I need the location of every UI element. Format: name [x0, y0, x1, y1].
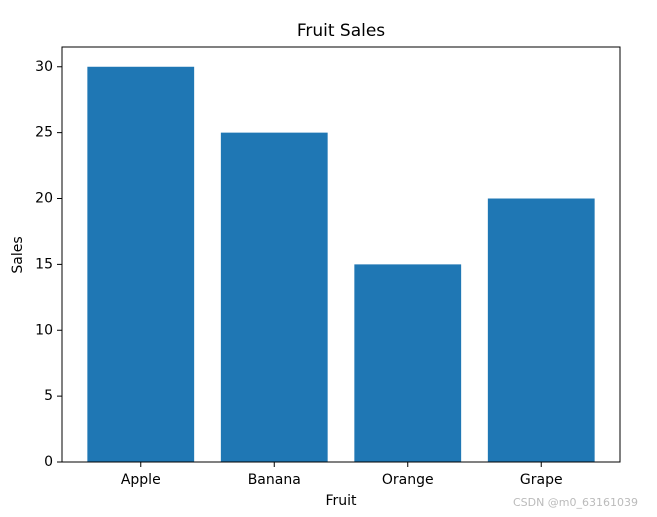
- x-tick-label: Apple: [121, 472, 161, 488]
- y-tick-label: 20: [35, 191, 53, 207]
- bar: [87, 66, 195, 462]
- bar: [354, 264, 462, 462]
- plot-frame: [61, 46, 621, 463]
- y-tick-label: 10: [35, 322, 53, 338]
- y-tick-label: 30: [35, 59, 53, 75]
- y-tick-label: 15: [35, 256, 53, 272]
- x-axis-label: Fruit: [325, 493, 357, 509]
- y-tick-label: 25: [35, 125, 53, 141]
- bar: [220, 132, 328, 462]
- chart-title: Fruit Sales: [297, 21, 385, 41]
- y-axis-label: Sales: [10, 236, 26, 273]
- y-tick-label: 5: [44, 388, 53, 404]
- watermark: CSDN @m0_63161039: [513, 496, 638, 509]
- x-tick-label: Grape: [520, 472, 563, 488]
- y-tick-label: 0: [44, 454, 53, 470]
- x-tick-label: Banana: [248, 472, 301, 488]
- bar: [487, 198, 595, 462]
- x-tick-label: Orange: [382, 472, 434, 488]
